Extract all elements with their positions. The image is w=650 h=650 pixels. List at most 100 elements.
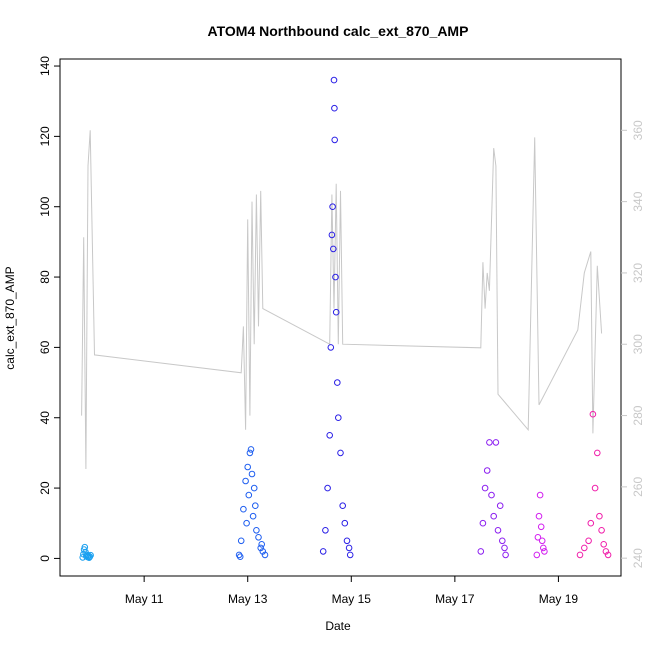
data-point (585, 537, 592, 545)
data-point (327, 344, 335, 351)
data-point (334, 379, 341, 386)
data-point (242, 477, 249, 485)
data-point (343, 537, 351, 545)
data-point (537, 523, 545, 531)
data-point (319, 548, 327, 555)
data-point (253, 527, 260, 534)
data-point (261, 551, 269, 559)
data-point (587, 519, 595, 527)
y2-tick-label: 340 (631, 191, 645, 211)
data-point (598, 527, 605, 534)
data-point (600, 541, 608, 548)
data-point (540, 544, 547, 552)
data-point (490, 512, 498, 520)
data-point (255, 534, 262, 541)
data-point (247, 446, 255, 453)
y-axis-label: calc_ext_870_AMP (3, 266, 17, 369)
x-axis: May 11 May 13 May 15 May 17 May 19 (125, 576, 579, 606)
data-point (541, 548, 548, 555)
data-point (240, 505, 247, 513)
data-point (534, 534, 542, 541)
data-point (337, 449, 344, 457)
data-point (339, 502, 347, 510)
data-point (236, 553, 244, 561)
data-point (591, 484, 599, 492)
data-point (332, 308, 340, 316)
y-tick-label: 40 (38, 411, 52, 425)
data-point (481, 484, 489, 492)
y-tick-label: 140 (38, 56, 52, 76)
data-point (252, 502, 259, 510)
data-point (322, 527, 329, 534)
data-point (249, 512, 257, 520)
data-point (257, 544, 265, 552)
secondary-line (81, 130, 603, 470)
y-tick-label: 100 (38, 196, 52, 216)
data-point (248, 470, 256, 478)
y-axis-right: 240 260 280 300 320 340 360 (621, 120, 645, 568)
y-tick-label: 80 (38, 270, 52, 284)
data-point (492, 439, 500, 446)
data-point (258, 541, 266, 548)
data-point (250, 484, 258, 492)
data-point (589, 410, 597, 418)
data-point (259, 548, 267, 555)
data-point (330, 245, 337, 253)
data-point (494, 527, 502, 534)
data-point (330, 76, 338, 84)
y-tick-label: 60 (38, 340, 52, 354)
plot-area (79, 76, 612, 562)
data-point (329, 203, 336, 210)
x-tick-label: May 15 (332, 592, 372, 606)
data-point (604, 551, 612, 559)
data-point (538, 537, 546, 545)
data-point (533, 551, 541, 559)
y2-tick-label: 240 (631, 548, 645, 568)
y2-tick-label: 320 (631, 263, 645, 283)
data-point (341, 519, 349, 527)
data-point (328, 231, 336, 239)
data-point (501, 544, 508, 552)
data-point (345, 544, 353, 552)
x-tick-label: May 17 (435, 592, 475, 606)
data-point (486, 439, 493, 446)
x-tick-label: May 11 (125, 592, 164, 606)
y-tick-label: 0 (38, 555, 52, 562)
data-point (332, 273, 339, 281)
data-point (535, 512, 543, 520)
y2-tick-label: 280 (631, 405, 645, 425)
data-point (581, 544, 588, 552)
data-point (81, 543, 89, 551)
data-point (245, 491, 253, 499)
data-point (346, 551, 354, 559)
data-point (483, 467, 491, 474)
data-point (326, 432, 334, 439)
data-point (331, 136, 339, 144)
data-point (576, 551, 584, 559)
y-axis-left: 0 20 40 60 80 100 120 140 (38, 56, 60, 562)
data-point (502, 551, 509, 559)
data-point (479, 519, 487, 527)
data-point (331, 104, 338, 112)
chart-title: ATOM4 Northbound calc_ext_870_AMP (208, 23, 469, 39)
data-point (237, 537, 245, 545)
data-point (594, 449, 601, 457)
data-point (596, 512, 603, 520)
y2-tick-label: 260 (631, 477, 645, 497)
y-tick-label: 120 (38, 126, 52, 146)
x-tick-label: May 19 (539, 592, 579, 606)
data-point (499, 537, 506, 545)
y-tick-label: 20 (38, 481, 52, 495)
data-point (335, 414, 342, 422)
y2-tick-label: 300 (631, 334, 645, 354)
data-point (244, 463, 251, 471)
data-point (488, 491, 495, 499)
data-point (324, 484, 331, 492)
data-point (536, 491, 544, 499)
data-point (602, 548, 610, 555)
data-point (246, 449, 254, 457)
plot-frame (59, 58, 622, 577)
x-axis-label: Date (325, 619, 351, 633)
x-tick-label: May 13 (228, 592, 268, 606)
